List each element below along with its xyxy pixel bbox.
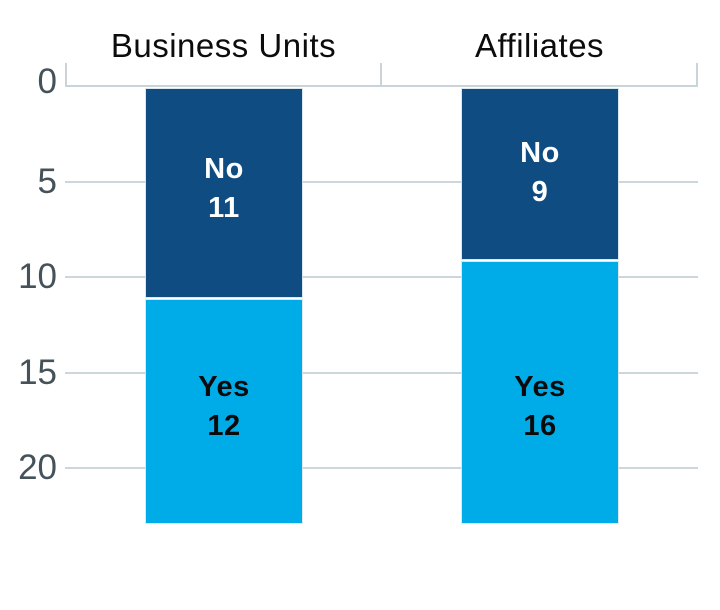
y-tick-label-5: 5 — [37, 162, 57, 201]
y-tick-label-10: 10 — [18, 257, 57, 296]
gridline-15 — [65, 372, 698, 374]
segment-name: Yes — [198, 371, 250, 403]
axis-boundary-tick — [65, 63, 67, 85]
gridline-20 — [65, 467, 698, 469]
segment-label-affiliates-yes: Yes 16 — [462, 368, 618, 446]
gridline-10 — [65, 276, 698, 278]
bar-segment-affiliates-yes — [462, 262, 618, 523]
segment-name: No — [204, 153, 244, 185]
axis-boundary-tick — [380, 63, 382, 85]
segment-value: 12 — [207, 410, 241, 442]
bar-segment-affiliates-no — [462, 89, 618, 259]
bar-segment-business-units-no — [146, 89, 302, 297]
gridline-5 — [65, 181, 698, 183]
segment-value: 11 — [208, 192, 240, 224]
segment-value: 16 — [523, 410, 557, 442]
segment-label-affiliates-no: No 9 — [462, 134, 618, 212]
bar-segment-business-units-yes — [146, 300, 302, 523]
y-tick-label-0: 0 — [37, 62, 57, 101]
x-axis-line — [65, 85, 698, 87]
segment-value: 9 — [531, 176, 549, 208]
segment-label-business-units-no: No 11 — [146, 150, 302, 228]
segment-name: Yes — [514, 371, 566, 403]
column-title-affiliates: Affiliates — [474, 27, 605, 64]
segment-name: No — [520, 137, 560, 169]
segment-label-business-units-yes: Yes 12 — [146, 368, 302, 446]
column-title-business-units: Business Units — [110, 27, 337, 64]
y-tick-label-20: 20 — [18, 448, 57, 487]
axis-boundary-tick — [696, 63, 698, 85]
y-tick-label-15: 15 — [18, 353, 57, 392]
